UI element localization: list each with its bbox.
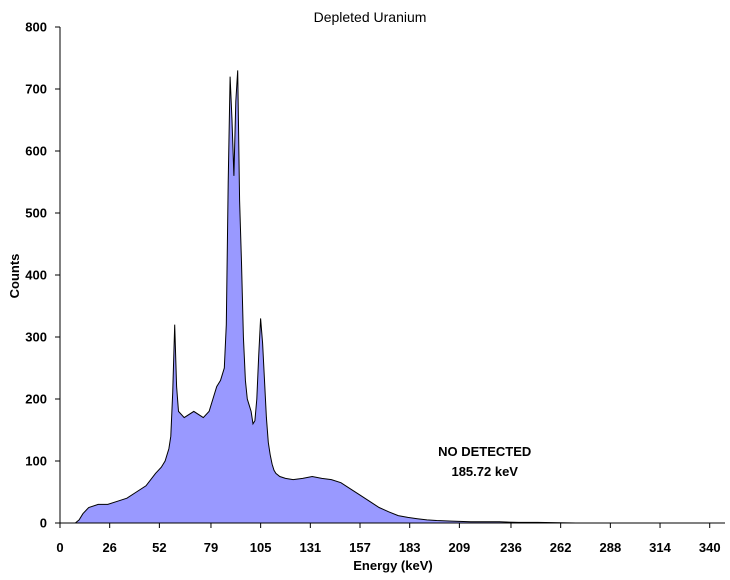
y-tick-label: 500	[25, 206, 47, 221]
x-tick-label: 105	[250, 540, 272, 555]
y-tick-label: 600	[25, 144, 47, 159]
x-tick-label: 262	[550, 540, 572, 555]
annotation-line1: NO DETECTED	[438, 444, 531, 459]
y-tick-label: 100	[25, 454, 47, 469]
y-tick-label: 700	[25, 82, 47, 97]
annotation-line2: 185.72 keV	[451, 464, 518, 479]
x-tick-label: 340	[699, 540, 721, 555]
x-axis-title: Energy (keV)	[353, 558, 432, 573]
y-tick-label: 300	[25, 330, 47, 345]
y-tick-label: 800	[25, 20, 47, 35]
series-line-0	[60, 70, 725, 524]
x-tick-label: 26	[102, 540, 116, 555]
x-tick-label: 131	[299, 540, 321, 555]
x-tick-label: 288	[599, 540, 621, 555]
y-tick-label: 0	[40, 516, 47, 531]
y-tick-label: 400	[25, 268, 47, 283]
x-tick-label: 157	[349, 540, 371, 555]
x-tick-label: 236	[500, 540, 522, 555]
chart-title: Depleted Uranium	[314, 9, 427, 25]
x-tick-label: 209	[449, 540, 471, 555]
series-area-0	[60, 70, 725, 524]
y-tick-label: 200	[25, 392, 47, 407]
y-axis-title: Counts	[7, 254, 22, 299]
x-tick-label: 314	[649, 540, 671, 555]
x-tick-label: 52	[152, 540, 166, 555]
x-tick-label: 183	[399, 540, 421, 555]
x-tick-label: 0	[56, 540, 63, 555]
x-tick-label: 79	[204, 540, 218, 555]
plot-area: 0 100 200 300 400 500 600 700 800 0 26 52 79 105 131 15…	[25, 20, 725, 555]
